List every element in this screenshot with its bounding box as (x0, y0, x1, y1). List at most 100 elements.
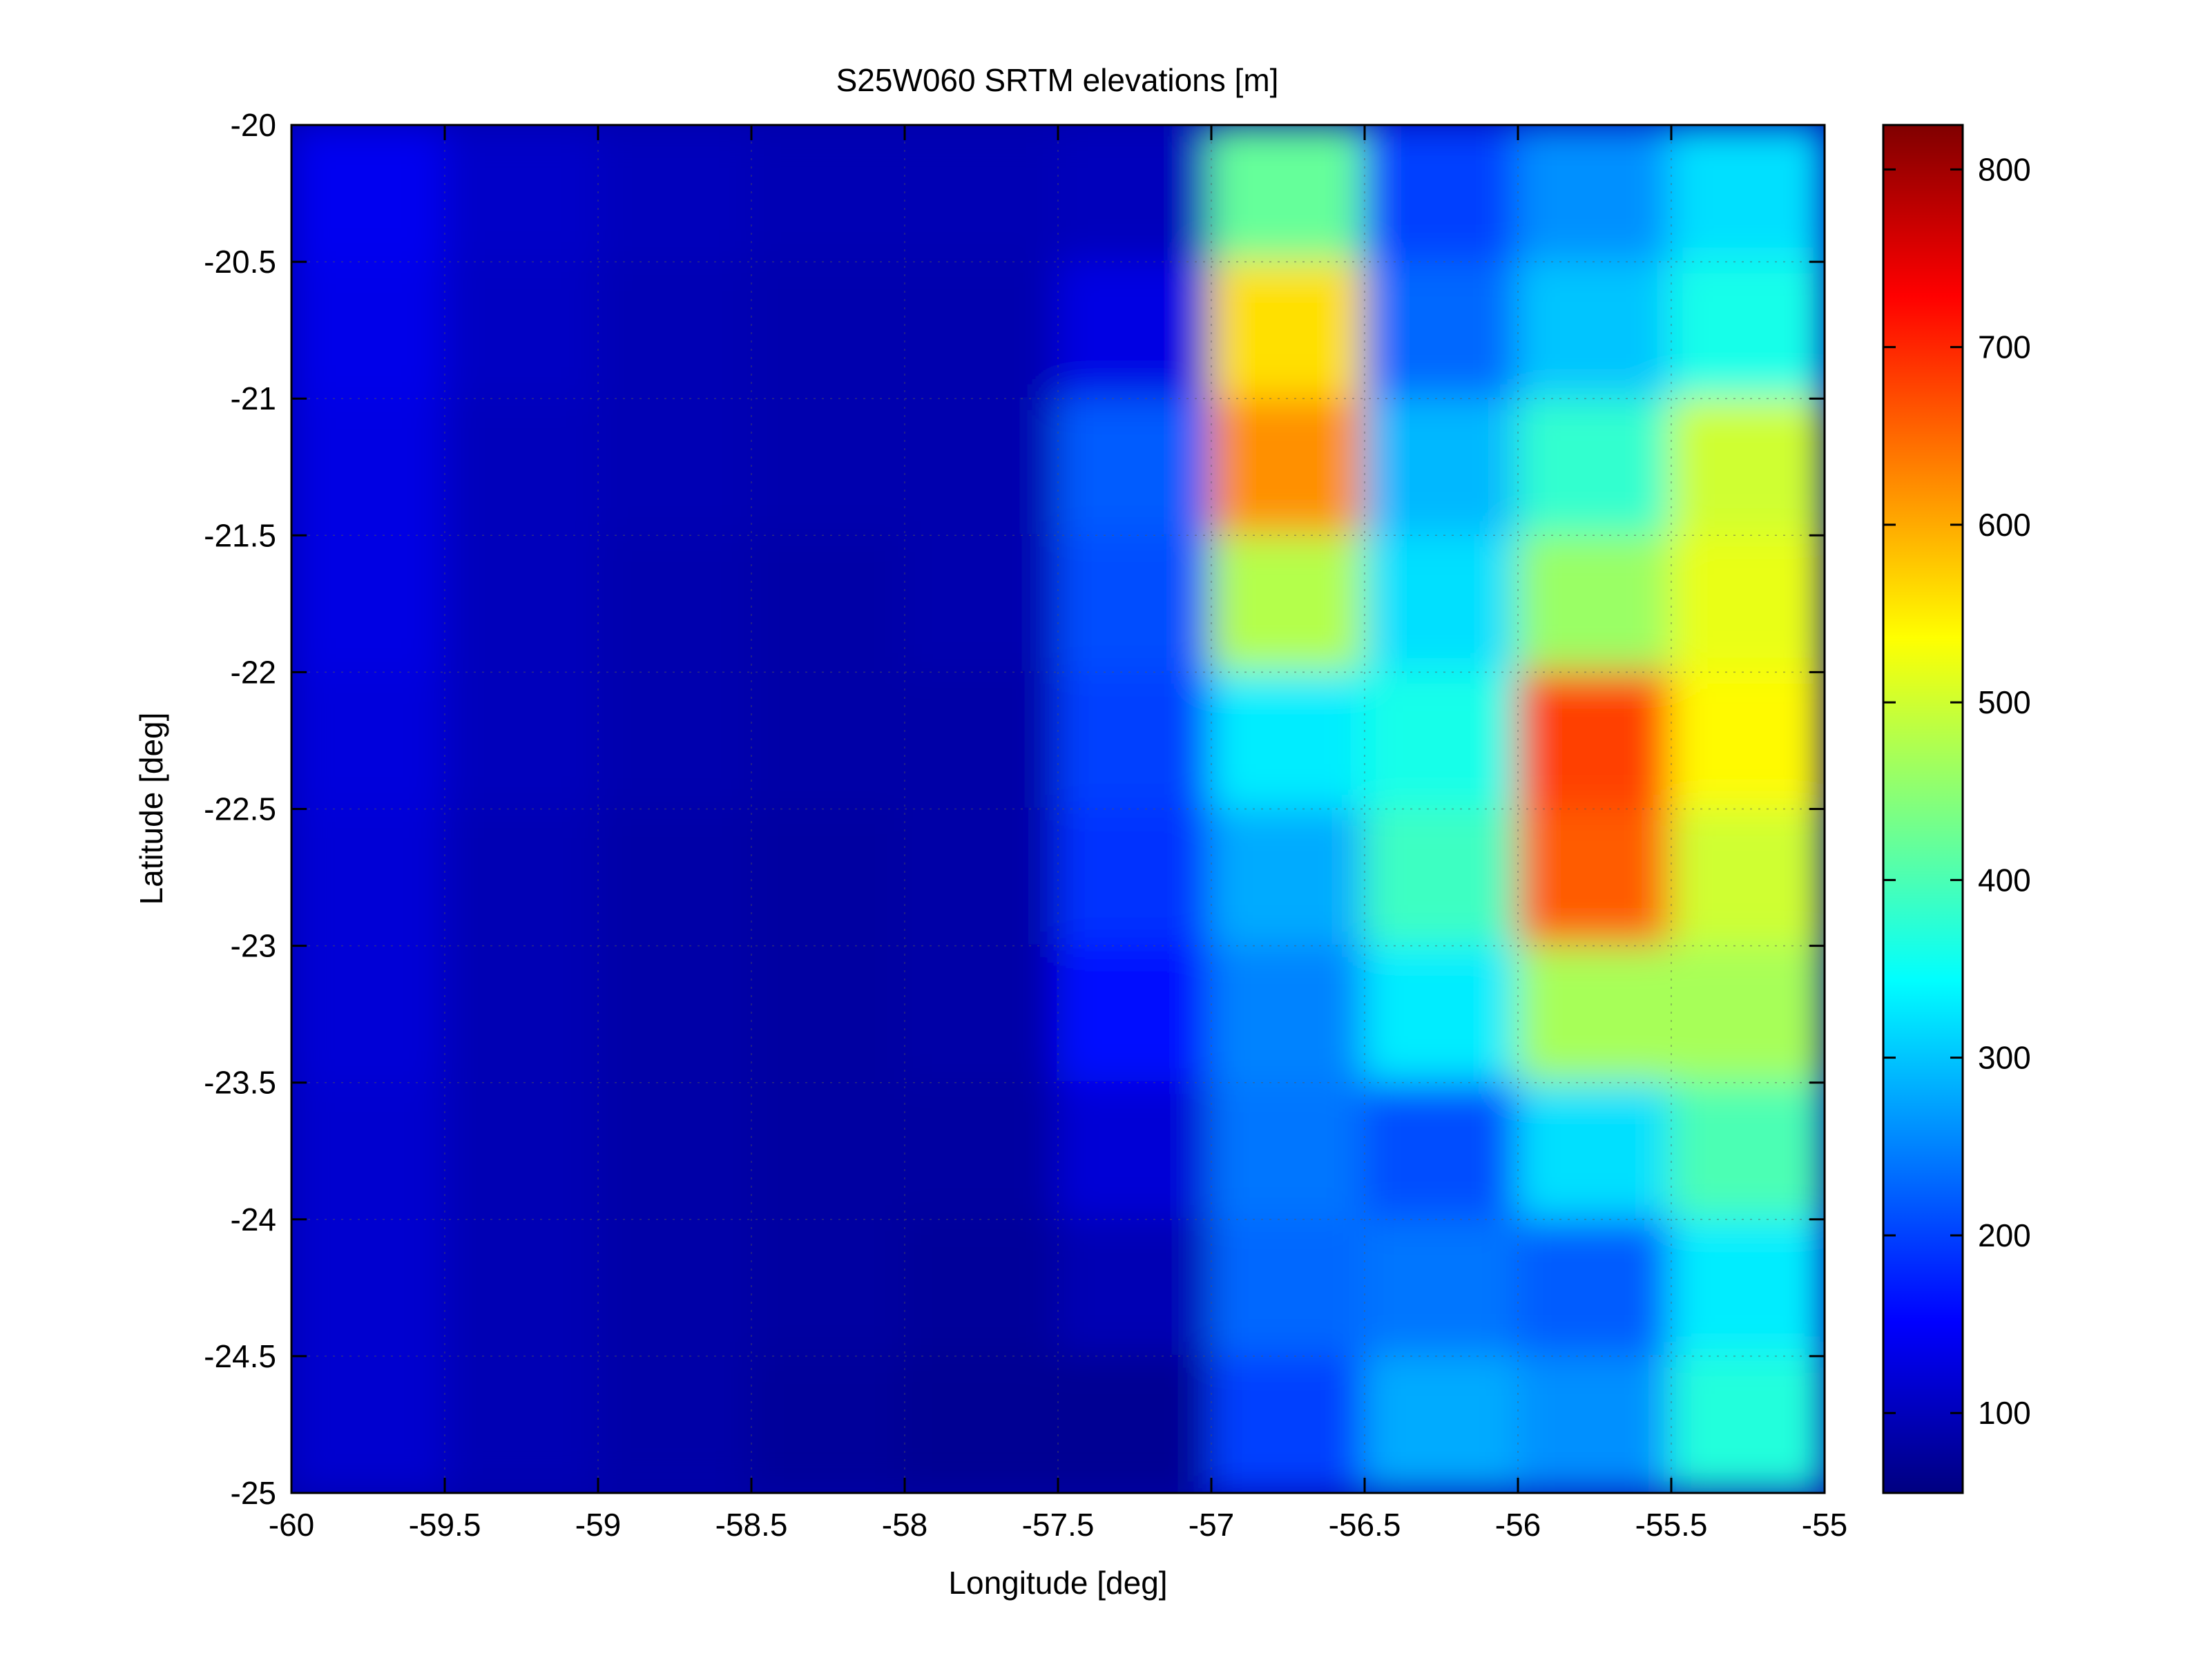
heat-cell (1670, 260, 1825, 401)
y-tick-label: -20 (231, 107, 276, 143)
heat-cell (750, 125, 906, 264)
heat-cell (597, 1354, 753, 1493)
heat-cell (903, 397, 1059, 537)
x-axis-ticks: -60 -59.5 -59 -58.5 -58 -57.5 -57 -56.5 -56 -55.5… (269, 125, 1847, 1543)
y-tick-label: -22 (231, 654, 276, 690)
heat-cell (597, 944, 753, 1084)
heat-cell (291, 671, 446, 811)
heat-cell (291, 1081, 446, 1221)
heat-cell (291, 397, 446, 537)
heat-cell (443, 534, 599, 674)
heat-cell (1210, 534, 1366, 674)
heat-cell (1057, 260, 1213, 401)
heat-cell (903, 1354, 1059, 1493)
colorbar-tick-label: 600 (1978, 507, 2031, 543)
heat-cell (750, 534, 906, 674)
heat-cell (1363, 125, 1519, 264)
y-axis-ticks: -20 -20.5 -21 -21.5 -22 -22.5 -23 -23.5 -24 -24.5… (204, 107, 1825, 1511)
heat-cell (291, 944, 446, 1084)
heat-cell (1363, 671, 1519, 811)
heat-cell (1210, 671, 1366, 811)
x-tick-label: -59 (575, 1507, 621, 1543)
heat-cell (1363, 1354, 1519, 1493)
heat-cell (1363, 397, 1519, 537)
heat-cell (1670, 807, 1825, 947)
x-axis-label: Longitude [deg] (948, 1565, 1167, 1601)
heat-cell (1517, 807, 1673, 947)
heat-cell (443, 1354, 599, 1493)
heat-cell (1363, 1217, 1519, 1358)
y-tick-label: -21 (231, 380, 276, 416)
heat-cell (903, 1081, 1059, 1221)
heat-cell (597, 125, 753, 264)
heat-cell (1210, 397, 1366, 537)
x-tick-label: -55 (1802, 1507, 1847, 1543)
heat-cell (750, 260, 906, 401)
colorbar-tick-label: 100 (1978, 1395, 2031, 1431)
y-axis-label: Latitude [deg] (133, 713, 169, 905)
heat-cell (903, 125, 1059, 264)
x-tick-label: -56 (1495, 1507, 1541, 1543)
heat-cell (597, 671, 753, 811)
heat-cell (597, 534, 753, 674)
heat-cell (1517, 944, 1673, 1084)
heat-cell (1517, 671, 1673, 811)
colorbar-tick-label: 700 (1978, 329, 2031, 365)
heat-cell (291, 534, 446, 674)
heat-cell (750, 671, 906, 811)
heat-cell (1057, 1217, 1213, 1358)
heat-cell (597, 807, 753, 947)
heat-cell (1363, 260, 1519, 401)
heat-cell (903, 260, 1059, 401)
heat-cell (1670, 397, 1825, 537)
heat-cell (1363, 807, 1519, 947)
heat-cell (1057, 807, 1213, 947)
colorbar-tick-label: 400 (1978, 862, 2031, 898)
heat-cell (1517, 125, 1673, 264)
x-tick-label: -57.5 (1022, 1507, 1095, 1543)
heatmap-cells (291, 125, 1825, 1493)
x-tick-label: -56.5 (1329, 1507, 1401, 1543)
heat-cell (903, 944, 1059, 1084)
heat-cell (1057, 1081, 1213, 1221)
heat-cell (903, 534, 1059, 674)
heat-cell (291, 1354, 446, 1493)
x-tick-label: -55.5 (1635, 1507, 1708, 1543)
heat-cell (1363, 944, 1519, 1084)
heat-cell (1210, 807, 1366, 947)
heat-cell (750, 1217, 906, 1358)
heat-cell (1057, 1354, 1213, 1493)
heat-cell (903, 807, 1059, 947)
heat-cell (291, 1217, 446, 1358)
colorbar-tick-label: 300 (1978, 1040, 2031, 1076)
heat-cell (903, 671, 1059, 811)
colorbar-tick-label: 200 (1978, 1217, 2031, 1253)
heat-cell (1057, 397, 1213, 537)
x-tick-label: -59.5 (409, 1507, 481, 1543)
plot-area: -60 -59.5 -59 -58.5 -58 -57.5 -57 -56.5 -56 -55.5… (204, 107, 1847, 1543)
heat-cell (1210, 1354, 1366, 1493)
heat-cell (1057, 944, 1213, 1084)
heat-cell (291, 807, 446, 947)
heat-cell (597, 1217, 753, 1358)
colorbar-gradient (1882, 124, 1964, 1494)
heat-cell (597, 397, 753, 537)
heat-cell (1517, 534, 1673, 674)
heat-cell (443, 1081, 599, 1221)
y-tick-label: -20.5 (204, 244, 276, 280)
x-tick-label: -58.5 (715, 1507, 788, 1543)
chart-title: S25W060 SRTM elevations [m] (836, 62, 1279, 98)
heat-cell (1670, 1081, 1825, 1221)
heat-cell (1670, 1354, 1825, 1493)
colorbar: 100 200 300 400 500 600 700 800 (1882, 124, 2031, 1494)
heat-cell (443, 397, 599, 537)
x-tick-label: -57 (1189, 1507, 1234, 1543)
heat-cell (1670, 671, 1825, 811)
heat-cell (1517, 397, 1673, 537)
heat-cell (750, 1354, 906, 1493)
heat-cell (1363, 1081, 1519, 1221)
heat-cell (750, 944, 906, 1084)
y-tick-label: -24 (231, 1202, 276, 1237)
x-tick-label: -60 (269, 1507, 314, 1543)
